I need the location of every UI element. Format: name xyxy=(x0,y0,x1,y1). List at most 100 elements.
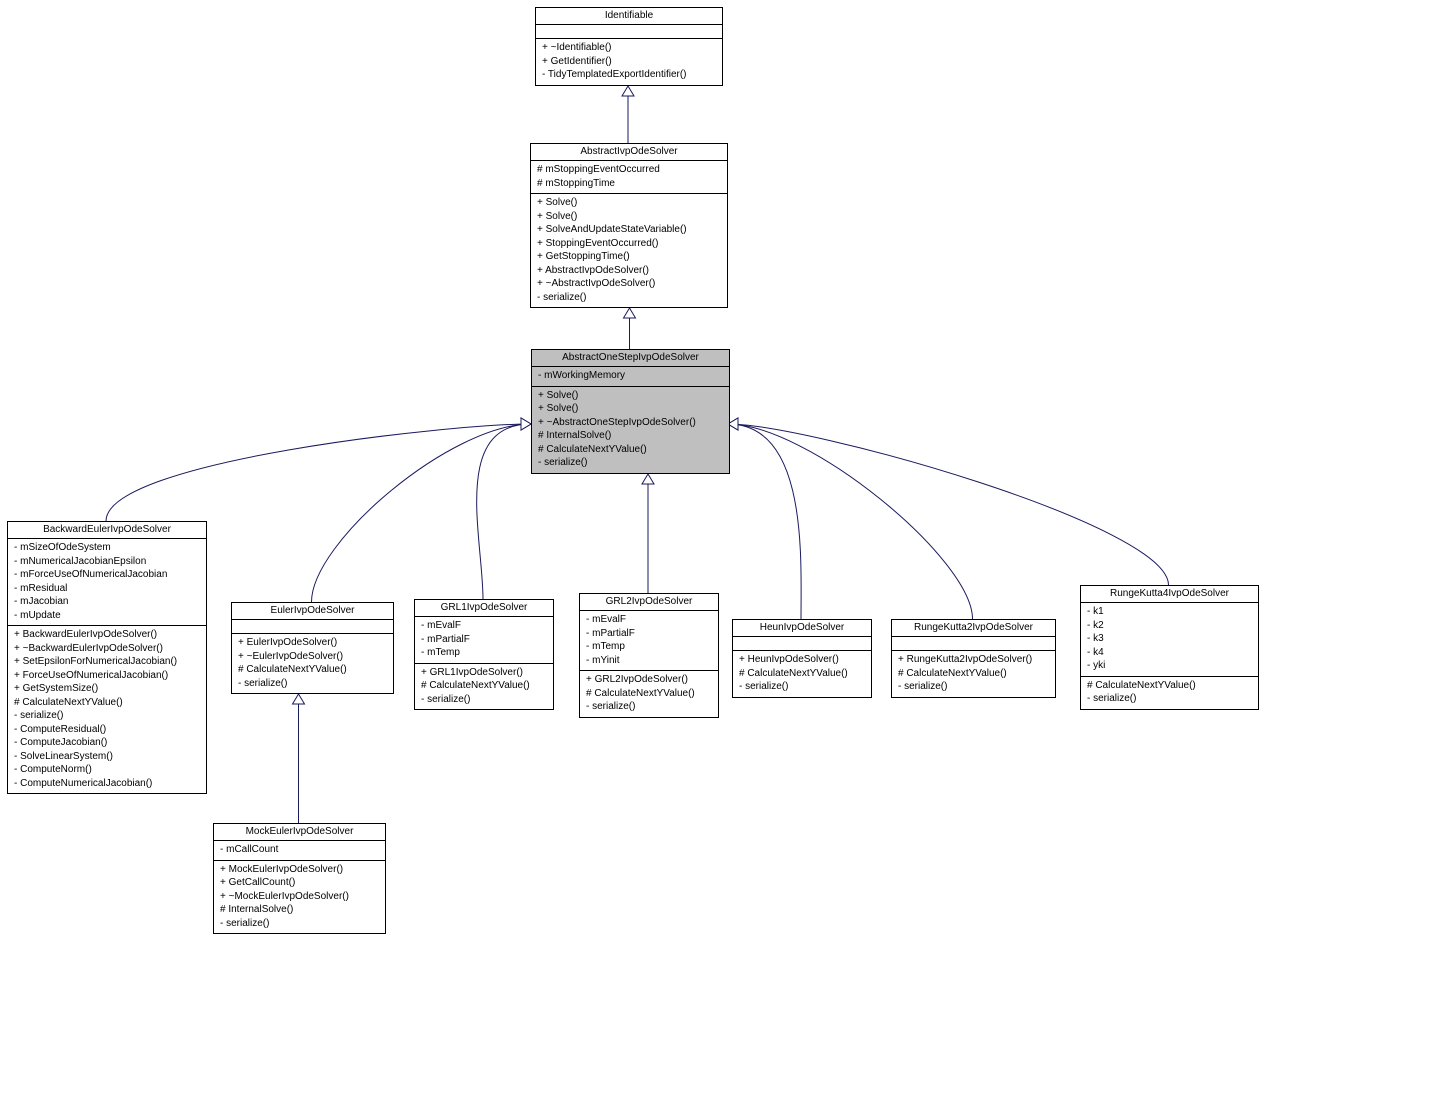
uml-class-member: + Solve() xyxy=(538,389,723,403)
uml-class-member: + StoppingEventOccurred() xyxy=(537,237,721,251)
uml-class-member: - mTemp xyxy=(586,640,712,654)
uml-class-member: - serialize() xyxy=(898,680,1049,694)
uml-class-member: - serialize() xyxy=(739,680,865,694)
uml-class-identifiable[interactable]: Identifiable+ ~Identifiable()+ GetIdenti… xyxy=(535,7,723,86)
uml-class-member: - k2 xyxy=(1087,619,1252,633)
uml-canvas: Identifiable+ ~Identifiable()+ GetIdenti… xyxy=(0,0,1431,1104)
uml-class-member: + ForceUseOfNumericalJacobian() xyxy=(14,669,200,683)
uml-class-member: + ~MockEulerIvpOdeSolver() xyxy=(220,890,379,904)
uml-class-section: - mWorkingMemory xyxy=(532,367,729,387)
uml-class-member: + GetStoppingTime() xyxy=(537,250,721,264)
uml-class-member: + AbstractIvpOdeSolver() xyxy=(537,264,721,278)
uml-class-member: - serialize() xyxy=(538,456,723,470)
uml-class-rungekutta4ivpodesolver[interactable]: RungeKutta4IvpOdeSolver- k1- k2- k3- k4-… xyxy=(1080,585,1259,710)
uml-class-section xyxy=(733,637,871,651)
uml-class-section: + Solve()+ Solve()+ SolveAndUpdateStateV… xyxy=(531,194,727,307)
uml-class-member: - TidyTemplatedExportIdentifier() xyxy=(542,68,716,82)
uml-class-member: + GRL1IvpOdeSolver() xyxy=(421,666,547,680)
uml-class-member: # CalculateNextYValue() xyxy=(898,667,1049,681)
uml-class-member: - mForceUseOfNumericalJacobian xyxy=(14,568,200,582)
uml-class-member: # CalculateNextYValue() xyxy=(586,687,712,701)
uml-class-member: - ComputeNumericalJacobian() xyxy=(14,777,200,791)
uml-class-member: - mNumericalJacobianEpsilon xyxy=(14,555,200,569)
uml-class-section xyxy=(536,25,722,39)
uml-class-member: # mStoppingTime xyxy=(537,177,721,191)
uml-class-member: # InternalSolve() xyxy=(220,903,379,917)
uml-class-member: - serialize() xyxy=(14,709,200,723)
uml-class-section: + GRL1IvpOdeSolver()# CalculateNextYValu… xyxy=(415,664,553,710)
uml-class-member: # CalculateNextYValue() xyxy=(14,696,200,710)
uml-class-section: # mStoppingEventOccurred# mStoppingTime xyxy=(531,161,727,194)
uml-class-member: + MockEulerIvpOdeSolver() xyxy=(220,863,379,877)
uml-class-member: - mResidual xyxy=(14,582,200,596)
uml-class-member: # CalculateNextYValue() xyxy=(538,443,723,457)
uml-class-member: - serialize() xyxy=(1087,692,1252,706)
uml-class-grl2ivpodesolver[interactable]: GRL2IvpOdeSolver- mEvalF- mPartialF- mTe… xyxy=(579,593,719,718)
uml-class-member: + ~Identifiable() xyxy=(542,41,716,55)
uml-class-backwardeulerivpodesolver[interactable]: BackwardEulerIvpOdeSolver- mSizeOfOdeSys… xyxy=(7,521,207,794)
uml-class-member: + SetEpsilonForNumericalJacobian() xyxy=(14,655,200,669)
uml-class-section: + HeunIvpOdeSolver()# CalculateNextYValu… xyxy=(733,651,871,697)
uml-class-member: + HeunIvpOdeSolver() xyxy=(739,653,865,667)
uml-class-abstractivpodesolver[interactable]: AbstractIvpOdeSolver# mStoppingEventOccu… xyxy=(530,143,728,308)
uml-class-section: + BackwardEulerIvpOdeSolver()+ ~Backward… xyxy=(8,626,206,793)
uml-class-member: - serialize() xyxy=(220,917,379,931)
uml-class-member: - ComputeJacobian() xyxy=(14,736,200,750)
uml-class-member: + Solve() xyxy=(537,210,721,224)
uml-class-member: - k1 xyxy=(1087,605,1252,619)
uml-class-section: + GRL2IvpOdeSolver()# CalculateNextYValu… xyxy=(580,671,718,717)
uml-class-member: + GRL2IvpOdeSolver() xyxy=(586,673,712,687)
uml-class-member: # CalculateNextYValue() xyxy=(421,679,547,693)
uml-class-heunivpodesolver[interactable]: HeunIvpOdeSolver + HeunIvpOdeSolver()# Ca… xyxy=(732,619,872,698)
uml-class-member: # CalculateNextYValue() xyxy=(238,663,387,677)
uml-class-member: + EulerIvpOdeSolver() xyxy=(238,636,387,650)
uml-class-title: MockEulerIvpOdeSolver xyxy=(214,824,385,841)
uml-class-abstractonestepivpodesolver[interactable]: AbstractOneStepIvpOdeSolver - mWorkingMem… xyxy=(531,349,730,474)
uml-class-grl1ivpodesolver[interactable]: GRL1IvpOdeSolver- mEvalF- mPartialF- mTe… xyxy=(414,599,554,710)
uml-class-title: RungeKutta4IvpOdeSolver xyxy=(1081,586,1258,603)
uml-class-mockeulerivpodesolver[interactable]: MockEulerIvpOdeSolver - mCallCount + MockE… xyxy=(213,823,386,934)
uml-class-member: + GetSystemSize() xyxy=(14,682,200,696)
uml-class-title: RungeKutta2IvpOdeSolver xyxy=(892,620,1055,637)
uml-class-member: + SolveAndUpdateStateVariable() xyxy=(537,223,721,237)
uml-class-member: - ComputeResidual() xyxy=(14,723,200,737)
uml-class-title: GRL1IvpOdeSolver xyxy=(415,600,553,617)
uml-class-rungekutta2ivpodesolver[interactable]: RungeKutta2IvpOdeSolver + RungeKutta2IvpO… xyxy=(891,619,1056,698)
uml-class-member: - ComputeNorm() xyxy=(14,763,200,777)
uml-class-title: HeunIvpOdeSolver xyxy=(733,620,871,637)
uml-class-member: - mWorkingMemory xyxy=(538,369,723,383)
uml-class-member: + RungeKutta2IvpOdeSolver() xyxy=(898,653,1049,667)
uml-class-member: - mCallCount xyxy=(220,843,379,857)
uml-class-section: + Solve()+ Solve()+ ~AbstractOneStepIvpO… xyxy=(532,387,729,473)
uml-class-member: - serialize() xyxy=(238,677,387,691)
uml-class-title: AbstractOneStepIvpOdeSolver xyxy=(532,350,729,367)
uml-class-title: AbstractIvpOdeSolver xyxy=(531,144,727,161)
uml-class-section xyxy=(892,637,1055,651)
uml-class-member: - mPartialF xyxy=(586,627,712,641)
uml-class-member: # mStoppingEventOccurred xyxy=(537,163,721,177)
uml-class-member: - k4 xyxy=(1087,646,1252,660)
uml-class-eulerivpodesolver[interactable]: EulerIvpOdeSolver + EulerIvpOdeSolver()+ … xyxy=(231,602,394,694)
uml-class-member: + ~AbstractOneStepIvpOdeSolver() xyxy=(538,416,723,430)
uml-class-member: # InternalSolve() xyxy=(538,429,723,443)
uml-class-member: # CalculateNextYValue() xyxy=(739,667,865,681)
uml-class-member: - serialize() xyxy=(421,693,547,707)
uml-class-member: - mSizeOfOdeSystem xyxy=(14,541,200,555)
uml-class-member: + ~AbstractIvpOdeSolver() xyxy=(537,277,721,291)
uml-class-section: - mSizeOfOdeSystem- mNumericalJacobianEp… xyxy=(8,539,206,626)
uml-class-section: - mCallCount xyxy=(214,841,385,861)
uml-class-member: - mYinit xyxy=(586,654,712,668)
uml-class-member: # CalculateNextYValue() xyxy=(1087,679,1252,693)
uml-class-section xyxy=(232,620,393,634)
uml-class-member: - mEvalF xyxy=(586,613,712,627)
uml-class-member: - serialize() xyxy=(537,291,721,305)
uml-class-member: - mJacobian xyxy=(14,595,200,609)
uml-class-member: + BackwardEulerIvpOdeSolver() xyxy=(14,628,200,642)
uml-class-section: - mEvalF- mPartialF- mTemp- mYinit xyxy=(580,611,718,671)
uml-class-member: - k3 xyxy=(1087,632,1252,646)
uml-class-member: - yki xyxy=(1087,659,1252,673)
uml-class-title: EulerIvpOdeSolver xyxy=(232,603,393,620)
uml-class-member: + ~BackwardEulerIvpOdeSolver() xyxy=(14,642,200,656)
uml-class-section: + EulerIvpOdeSolver()+ ~EulerIvpOdeSolve… xyxy=(232,634,393,693)
uml-class-section: + ~Identifiable()+ GetIdentifier()- Tidy… xyxy=(536,39,722,85)
